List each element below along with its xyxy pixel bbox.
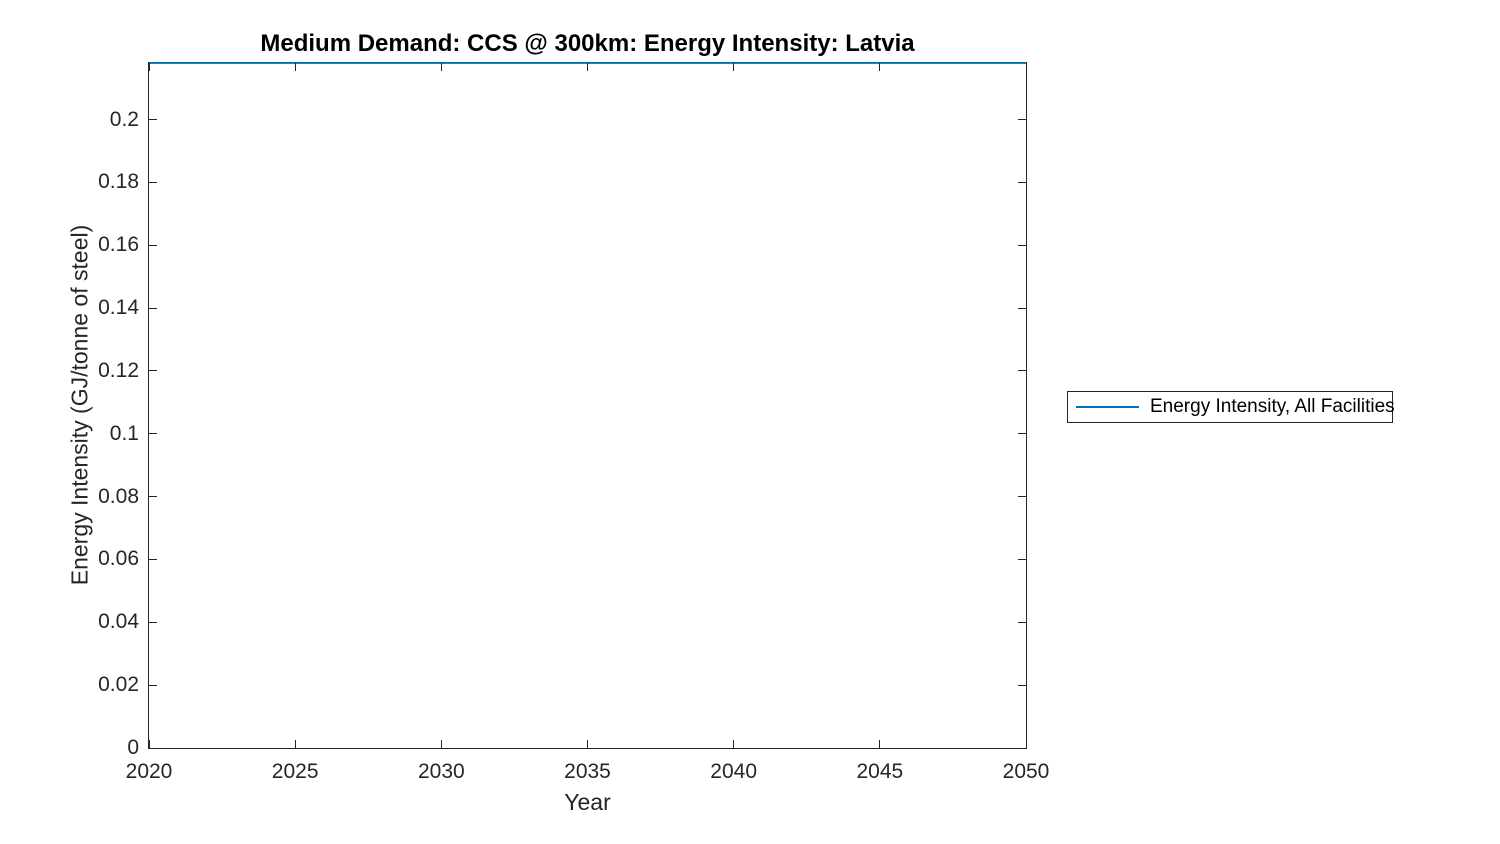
y-tick <box>1018 119 1026 121</box>
y-tick <box>149 621 157 623</box>
y-tick <box>1018 307 1026 309</box>
y-tick <box>149 558 157 560</box>
y-tick <box>1018 684 1026 686</box>
x-tick <box>1025 740 1027 748</box>
y-tick-label: 0.1 <box>109 421 139 445</box>
x-tick <box>879 740 881 748</box>
x-tick <box>294 63 296 71</box>
x-tick <box>440 740 442 748</box>
x-tick-label: 2045 <box>856 760 904 783</box>
x-tick-label: 2020 <box>125 760 173 783</box>
y-tick <box>149 119 157 121</box>
y-tick-label: 0.16 <box>98 233 139 257</box>
y-tick <box>149 684 157 686</box>
legend-label: Energy Intensity, All Facilities <box>1150 396 1395 417</box>
y-tick <box>149 244 157 246</box>
y-tick <box>1018 496 1026 498</box>
chart-title: Medium Demand: CCS @ 300km: Energy Inten… <box>260 30 915 57</box>
x-tick-label: 2035 <box>564 760 611 783</box>
x-tick <box>440 63 442 71</box>
plot-area: 2020 2025 2030 2035 2040 2045 2050 0 0.02 0.04 0.0… <box>98 62 1049 783</box>
x-tick <box>879 63 881 71</box>
x-tick-label: 2025 <box>271 760 319 783</box>
legend: Energy Intensity, All Facilities <box>1067 391 1395 423</box>
x-tick <box>148 740 150 748</box>
y-tick <box>149 747 157 749</box>
y-tick-label: 0 <box>127 736 139 759</box>
y-tick <box>149 181 157 183</box>
x-tick-label: 2030 <box>417 760 465 783</box>
y-tick <box>1018 747 1026 749</box>
y-tick-label: 0.08 <box>98 484 139 508</box>
y-tick <box>1018 621 1026 623</box>
y-axis-label: Energy Intensity (GJ/tonne of steel) <box>66 224 93 586</box>
x-tick <box>587 63 588 71</box>
legend-line-sample <box>1076 406 1139 408</box>
y-tick-label: 0.12 <box>98 358 139 382</box>
y-tick <box>149 496 157 498</box>
x-axis-label: Year <box>564 789 611 815</box>
y-tick <box>1018 433 1026 435</box>
y-tick <box>149 433 157 435</box>
y-tick-label: 0.06 <box>98 547 139 571</box>
y-tick-label: 0.2 <box>109 107 139 131</box>
y-tick <box>149 307 157 309</box>
y-tick <box>1018 370 1026 372</box>
x-tick <box>587 740 588 748</box>
x-tick <box>733 63 735 71</box>
energy-intensity-line <box>149 63 1026 748</box>
y-tick <box>149 370 157 372</box>
y-tick <box>1018 244 1026 246</box>
x-tick-label: 2040 <box>710 760 758 783</box>
y-tick <box>1018 558 1026 560</box>
x-tick <box>148 63 150 71</box>
y-tick <box>1018 181 1026 183</box>
x-tick <box>1025 63 1027 71</box>
y-tick-label: 0.18 <box>98 170 139 194</box>
y-tick-label: 0.14 <box>98 296 139 320</box>
x-tick-label: 2050 <box>1002 760 1050 783</box>
y-tick-label: 0.04 <box>98 610 139 634</box>
x-tick <box>294 740 296 748</box>
x-tick <box>733 740 735 748</box>
y-tick-label: 0.02 <box>98 673 139 697</box>
